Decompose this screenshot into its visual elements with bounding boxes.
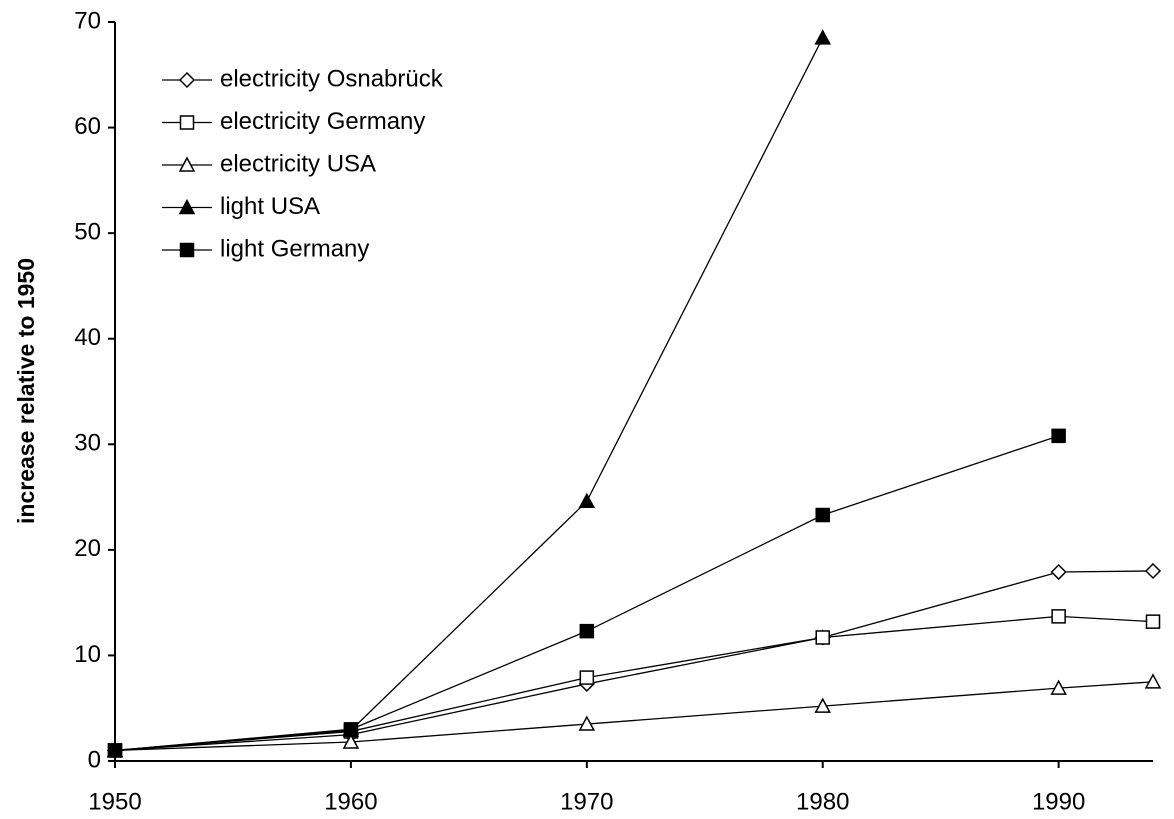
data-point <box>579 670 595 685</box>
y-tick-label: 0 <box>88 746 101 773</box>
legend-label: electricity USA <box>220 150 376 177</box>
series-line <box>114 615 1154 752</box>
x-tick-label: 1990 <box>1032 788 1085 815</box>
y-tick-label: 60 <box>74 113 101 140</box>
data-point <box>1144 562 1162 580</box>
y-tick-label: 30 <box>74 430 101 457</box>
legend-label: electricity Osnabrück <box>220 65 444 92</box>
y-tick-label: 50 <box>74 218 101 245</box>
y-tick-label: 10 <box>74 641 101 668</box>
series-line <box>114 435 1059 752</box>
data-point <box>343 722 359 737</box>
data-point <box>579 623 595 639</box>
legend-label: light Germany <box>220 235 369 262</box>
x-tick-label: 1960 <box>324 788 377 815</box>
data-point <box>1144 673 1162 689</box>
data-point <box>814 29 831 45</box>
legend-marker <box>179 115 195 130</box>
data-point <box>815 507 830 523</box>
legend-marker <box>179 242 195 258</box>
data-point <box>814 697 831 713</box>
data-point <box>578 715 596 731</box>
data-point <box>1051 609 1066 624</box>
data-point <box>1050 679 1067 695</box>
y-axis-title: increase relative to 1950 <box>13 258 39 524</box>
series-line <box>114 570 1154 752</box>
y-tick-label: 70 <box>74 7 101 34</box>
series-line <box>114 37 824 752</box>
legend-marker <box>178 71 196 89</box>
data-point <box>1145 614 1161 629</box>
x-tick-label: 1980 <box>796 788 849 815</box>
x-tick-label: 1970 <box>560 788 613 815</box>
data-point <box>578 492 596 509</box>
data-point <box>107 743 123 758</box>
series-line <box>114 681 1154 752</box>
legend-label: light USA <box>220 193 320 220</box>
data-point <box>815 630 830 645</box>
data-point <box>1050 563 1067 581</box>
data-point <box>342 733 360 749</box>
legend-marker <box>178 198 196 215</box>
legend-marker <box>178 156 196 172</box>
y-tick-label: 40 <box>74 324 101 351</box>
data-point <box>1051 428 1066 444</box>
x-tick-label: 1950 <box>88 788 141 815</box>
y-tick-label: 20 <box>74 535 101 562</box>
legend-label: electricity Germany <box>220 108 425 135</box>
